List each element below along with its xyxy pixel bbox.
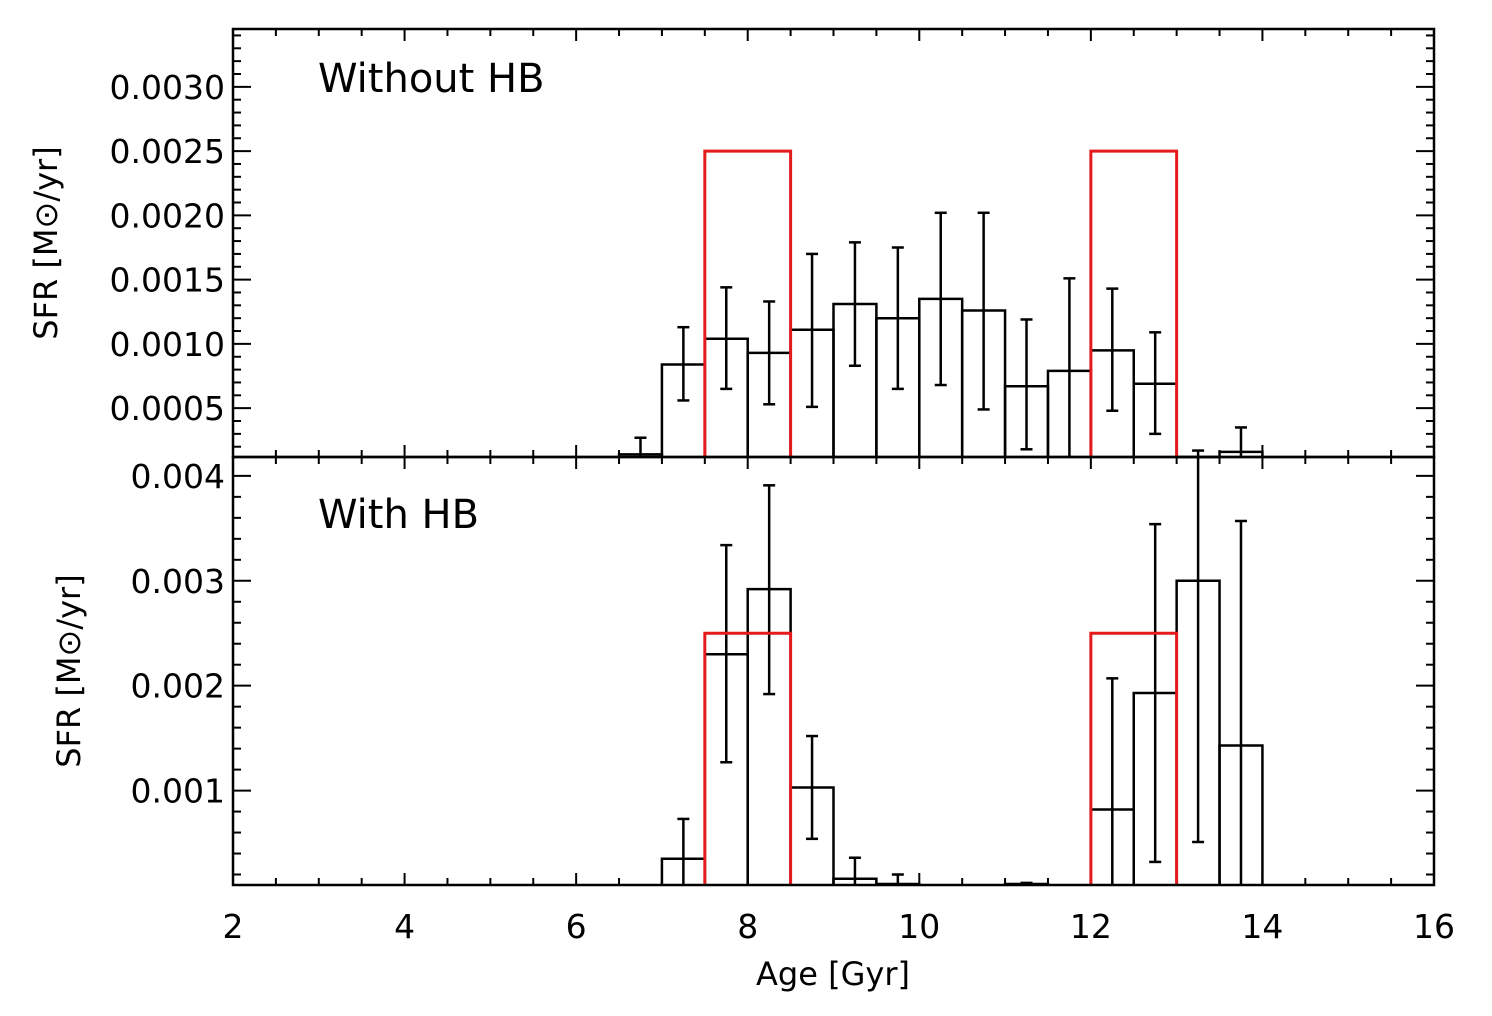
x-tick-label: 12 (1070, 907, 1112, 946)
plot-frame (231, 455, 1436, 887)
x-tick-label: 14 (1241, 907, 1283, 946)
y-tick-label: 0.0020 (110, 196, 225, 235)
x-tick-label: 8 (737, 907, 758, 946)
panel-title-without-hb: Without HB (318, 56, 545, 102)
input-burst-box (1089, 149, 1179, 457)
x-tick-label: 10 (898, 907, 940, 946)
input-burst-box (703, 631, 793, 885)
y-axis-title-bottom: SFR [M⊙/yr] (50, 574, 88, 767)
y-tick-label: 0.002 (131, 667, 225, 706)
input-burst-box (1089, 631, 1179, 885)
x-tick-label: 2 (223, 907, 244, 946)
y-tick-label: 0.004 (131, 457, 225, 496)
y-tick-label: 0.0015 (110, 261, 225, 300)
x-tick-label: 6 (566, 907, 587, 946)
x-tick-label: 16 (1413, 907, 1455, 946)
y-tick-label: 0.0010 (110, 325, 225, 364)
panel-title-with-hb: With HB (318, 492, 479, 538)
panel-with-hb: With HB SFR [M⊙/yr] 0.001 0.002 0.003 0.004 (50, 455, 1436, 887)
y-tick-label: 0.003 (131, 562, 225, 601)
panel-without-hb: Without HB SFR [M⊙/yr] 0.0005 0.0010 0.001… (27, 27, 1436, 459)
x-tick-label: 4 (394, 907, 415, 946)
y-tick-label: 0.0025 (110, 132, 225, 171)
y-tick-label: 0.001 (131, 772, 225, 811)
y-tick-label: 0.0005 (110, 389, 225, 428)
y-tick-label: 0.0030 (110, 68, 225, 107)
x-axis-title: Age [Gyr] (756, 955, 910, 993)
input-burst-box (703, 149, 793, 457)
y-axis-title-top: SFR [M⊙/yr] (27, 146, 65, 339)
